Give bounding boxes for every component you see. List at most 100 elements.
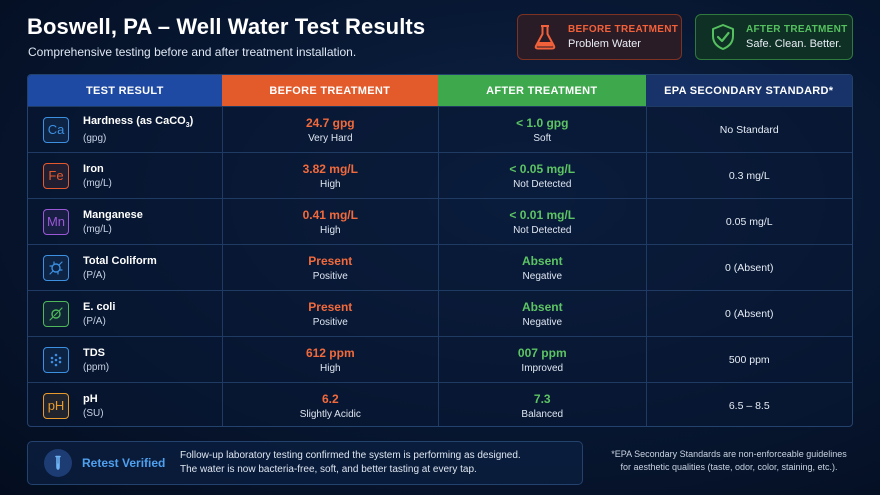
- manganese-icon: Mn: [43, 208, 69, 235]
- after-value: < 0.01 mg/L: [509, 207, 576, 222]
- before-value: 3.82 mg/L: [302, 161, 358, 176]
- table-row: pH pH (SU) 6.2 Slightly Acidic 7.3 Balanced 6.5…: [28, 382, 852, 426]
- ecoli-icon: [43, 300, 69, 327]
- epa-standard-value: 0 (Absent): [725, 307, 774, 320]
- before-note: Slightly Acidic: [299, 408, 361, 420]
- after-treatment-cell: < 0.01 mg/L Not Detected: [438, 199, 645, 244]
- before-treatment-cell: 6.2 Slightly Acidic: [221, 383, 438, 426]
- after-note: Balanced: [521, 408, 564, 420]
- before-treatment-cell: 0.41 mg/L High: [221, 199, 438, 244]
- after-value: < 1.0 gpg: [516, 115, 569, 130]
- parameter-label: E. coli: [83, 301, 115, 313]
- parameter-unit: (mg/L): [83, 223, 112, 235]
- after-treatment-cell: Absent Negative: [438, 245, 645, 290]
- parameter-label: TDS: [83, 347, 109, 359]
- parameter-name: TDS: [83, 346, 105, 359]
- parameter-label: Manganese: [83, 209, 143, 221]
- calcium-icon: Ca: [43, 116, 69, 143]
- after-treatment-cell: Absent Negative: [438, 291, 645, 336]
- epa-standard-value: 0.3 mg/L: [728, 169, 770, 182]
- table-row: Fe Iron (mg/L) 3.82 mg/L High < 0.05 mg/L Not …: [28, 152, 852, 198]
- header-epa-standard: EPA SECONDARY STANDARD*: [645, 75, 852, 106]
- icon-symbol: Mn: [46, 214, 66, 229]
- before-value: 24.7 gpg: [305, 115, 355, 130]
- test-result-cell: TDS (ppm): [28, 337, 222, 382]
- after-treatment-cell: < 0.05 mg/L Not Detected: [438, 153, 645, 198]
- before-value: 612 ppm: [305, 345, 355, 360]
- parameter-name: Total Coliform: [83, 254, 157, 267]
- parameter-name: Hardness (as CaCO: [83, 115, 186, 128]
- before-treatment-cell: 3.82 mg/L High: [221, 153, 438, 198]
- parameter-label: Total Coliform: [83, 255, 157, 267]
- after-value: 007 ppm: [517, 345, 567, 360]
- before-treatment-cell: 24.7 gpg Very Hard: [221, 107, 438, 152]
- parameter-name: E. coli: [83, 300, 116, 313]
- epa-standard-cell: 0.05 mg/L: [645, 199, 852, 244]
- parameter-label: Iron: [83, 163, 112, 175]
- parameter-label: Hardness (as CaCO3): [83, 115, 193, 129]
- before-note: High: [320, 224, 341, 236]
- before-note: Very Hard: [308, 132, 353, 144]
- iron-icon: Fe: [43, 162, 69, 189]
- ph-icon: pH: [43, 392, 69, 419]
- table-row: Mn Manganese (mg/L) 0.41 mg/L High < 0.01 mg/…: [28, 198, 852, 244]
- epa-standard-cell: 6.5 – 8.5: [645, 383, 852, 426]
- page-title: Boswell, PA – Well Water Test Results: [27, 14, 426, 39]
- table-body: Ca Hardness (as CaCO3) (gpg) 24.7 gpg Very H…: [28, 106, 852, 426]
- epa-standard-cell: 0 (Absent): [645, 245, 852, 290]
- before-treatment-cell: 612 ppm High: [221, 337, 438, 382]
- epa-standard-cell: No Standard: [645, 107, 852, 152]
- epa-standard-cell: 500 ppm: [645, 337, 852, 382]
- before-value: Present: [308, 299, 353, 314]
- epa-standard-value: No Standard: [719, 123, 779, 136]
- parameter-name: Iron: [83, 162, 104, 175]
- retest-verified-banner: Retest Verified Follow-up laboratory tes…: [27, 441, 583, 485]
- epa-standard-cell: 0 (Absent): [645, 291, 852, 336]
- before-treatment-badge: BEFORE TREATMENT Problem Water: [517, 14, 682, 60]
- parameter-unit: (P/A): [83, 269, 106, 281]
- parameter-unit: (ppm): [83, 361, 110, 373]
- table-row: TDS (ppm) 612 ppm High 007 ppm Improved 500 pp…: [28, 336, 852, 382]
- after-note: Negative: [522, 270, 562, 282]
- flask-icon: [532, 23, 558, 51]
- before-treatment-cell: Present Positive: [221, 291, 438, 336]
- before-value: Present: [308, 253, 353, 268]
- after-value: Absent: [521, 299, 563, 314]
- after-treatment-cell: 7.3 Balanced: [438, 383, 645, 426]
- icon-symbol: pH: [47, 398, 65, 413]
- epa-standard-value: 500 ppm: [728, 353, 770, 366]
- test-result-cell: Mn Manganese (mg/L): [28, 199, 222, 244]
- page-subtitle: Comprehensive testing before and after t…: [28, 45, 357, 59]
- dots-icon: [43, 346, 69, 373]
- test-result-cell: Total Coliform (P/A): [28, 245, 222, 290]
- parameter-unit: (P/A): [83, 315, 106, 327]
- epa-footnote: *EPA Secondary Standards are non-enforce…: [603, 448, 855, 474]
- parameter-unit: (SU): [83, 407, 104, 419]
- parameter-unit: (mg/L): [83, 177, 112, 189]
- before-note: High: [320, 178, 341, 190]
- epa-standard-cell: 0.3 mg/L: [645, 153, 852, 198]
- before-note: Positive: [312, 316, 348, 328]
- results-table: TEST RESULT BEFORE TREATMENT AFTER TREAT…: [27, 74, 853, 427]
- test-tube-icon: [44, 449, 72, 477]
- retest-text-line-1: Follow-up laboratory testing confirmed t…: [180, 450, 521, 461]
- after-note: Not Detected: [513, 178, 572, 190]
- header-before-treatment: BEFORE TREATMENT: [221, 75, 438, 106]
- after-value: < 0.05 mg/L: [509, 161, 576, 176]
- table-row: Ca Hardness (as CaCO3) (gpg) 24.7 gpg Very H…: [28, 106, 852, 152]
- before-note: High: [320, 362, 341, 374]
- parameter-label: pH: [83, 393, 104, 405]
- test-result-cell: Ca Hardness (as CaCO3) (gpg): [28, 107, 222, 152]
- after-badge-title: AFTER TREATMENT: [746, 24, 848, 35]
- epa-footnote-line-1: *EPA Secondary Standards are non-enforce…: [611, 449, 847, 459]
- before-badge-title: BEFORE TREATMENT: [568, 24, 679, 35]
- bacteria-icon: [43, 254, 69, 281]
- parameter-name-subscript: 3: [185, 122, 190, 130]
- test-result-cell: Fe Iron (mg/L): [28, 153, 222, 198]
- after-note: Negative: [522, 316, 562, 328]
- header-test-result: TEST RESULT: [28, 75, 222, 106]
- icon-symbol: Ca: [47, 122, 65, 137]
- header-after-treatment: AFTER TREATMENT: [438, 75, 646, 106]
- retest-text-line-2: The water is now bacteria-free, soft, an…: [180, 464, 477, 475]
- after-note: Not Detected: [513, 224, 572, 236]
